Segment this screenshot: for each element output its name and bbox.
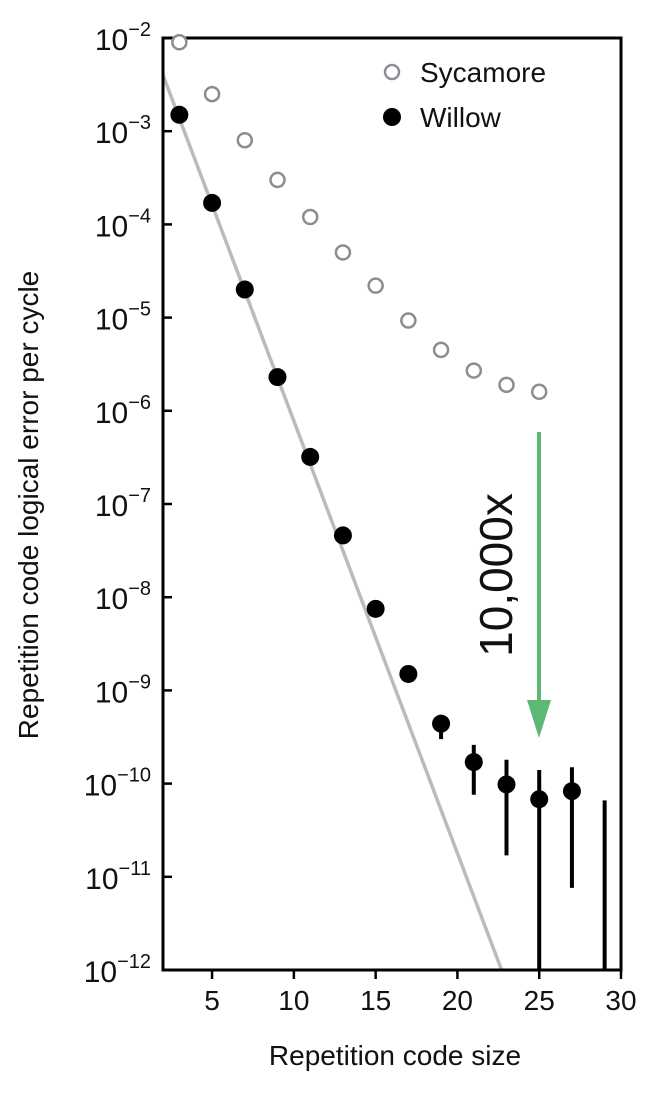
data-point: [530, 790, 549, 809]
data-point: [562, 782, 581, 801]
data-point: [203, 85, 221, 103]
data-point: [333, 526, 352, 545]
legend-label: Sycamore: [420, 57, 546, 88]
x-tick-label: 30: [605, 985, 636, 1016]
y-tick-label: 10−4: [95, 205, 151, 243]
data-point: [235, 280, 254, 299]
y-axis-label: Repetition code logical error per cycle: [13, 271, 44, 739]
data-point: [170, 105, 189, 124]
x-tick-label: 25: [524, 985, 555, 1016]
y-tick-label: 10−7: [95, 485, 151, 523]
x-tick-label: 5: [204, 985, 220, 1016]
data-point: [530, 383, 548, 401]
annotation-arrowhead: [527, 700, 551, 738]
data-point: [203, 193, 222, 212]
plot-frame: [161, 36, 623, 972]
data-point: [269, 171, 286, 189]
x-tick-label: 15: [360, 985, 391, 1016]
data-point: [399, 664, 418, 683]
legend-marker: [383, 63, 401, 81]
x-tick-label: 10: [278, 985, 309, 1016]
x-tick-label: 20: [442, 985, 473, 1016]
y-tick-label: 10−11: [85, 858, 151, 896]
annotation-text: 10,000x: [470, 493, 522, 657]
y-tick-label: 10−5: [95, 299, 151, 337]
data-point: [432, 341, 450, 359]
data-point: [367, 277, 384, 294]
data-point: [464, 753, 483, 772]
y-tick-label: 10−12: [84, 951, 151, 989]
data-point: [432, 714, 451, 733]
data-point: [301, 447, 320, 466]
y-tick-label: 10−3: [95, 112, 151, 150]
legend-marker: [383, 108, 401, 126]
data-point: [400, 312, 417, 329]
y-tick-label: 10−2: [95, 19, 151, 57]
y-tick-label: 10−9: [95, 671, 151, 709]
x-axis-label: Repetition code size: [269, 1040, 521, 1071]
data-point: [301, 208, 319, 226]
y-tick-label: 10−6: [95, 392, 151, 430]
data-point: [236, 131, 254, 149]
data-point: [171, 34, 188, 51]
y-tick-label: 10−8: [95, 578, 151, 616]
y-tick-label: 10−10: [84, 765, 151, 803]
data-point: [498, 376, 515, 394]
data-point: [334, 244, 352, 261]
data-point: [465, 362, 483, 379]
data-point: [268, 368, 287, 387]
fit-line: [161, 74, 504, 971]
data-point: [366, 599, 385, 618]
legend-label: Willow: [420, 102, 502, 133]
data-point: [497, 775, 516, 794]
